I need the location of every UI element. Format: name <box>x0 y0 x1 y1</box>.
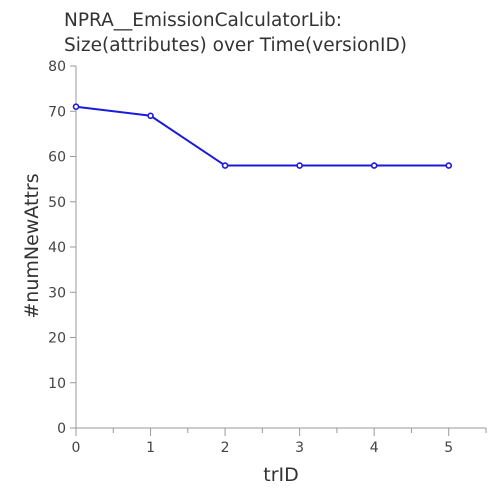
x-tick-label: 3 <box>295 440 304 456</box>
data-point <box>296 162 303 169</box>
y-tick-label: 10 <box>48 376 66 392</box>
y-tick-label: 60 <box>48 150 66 166</box>
data-point <box>72 103 80 111</box>
x-tick-label: 2 <box>221 440 230 456</box>
series-layer <box>72 103 453 169</box>
y-tick-label: 0 <box>57 421 66 437</box>
chart-title: NPRA__EmissionCalculatorLib: Size(attrib… <box>64 8 407 58</box>
y-tick-label: 50 <box>48 195 66 211</box>
x-tick-label: 0 <box>72 440 81 456</box>
data-point <box>221 162 229 169</box>
y-tick-label: 40 <box>48 240 66 256</box>
x-tick-label: 4 <box>370 440 379 456</box>
data-point <box>445 162 453 169</box>
series-line <box>75 105 449 167</box>
data-point <box>147 112 154 120</box>
y-tick-label: 30 <box>48 285 66 301</box>
y-axis-ticks: 0 10 20 30 40 50 60 70 80 <box>48 59 76 437</box>
x-tick-label: 1 <box>146 440 155 456</box>
x-axis-label: trID <box>263 464 299 486</box>
chart-title-line1: NPRA__EmissionCalculatorLib: <box>64 10 342 31</box>
axes <box>75 66 486 429</box>
x-tick-label: 5 <box>444 440 453 456</box>
y-tick-label: 80 <box>48 59 66 75</box>
data-point <box>370 162 378 169</box>
y-tick-label: 70 <box>48 104 66 120</box>
chart-title-line2: Size(attributes) over Time(versionID) <box>64 35 407 56</box>
x-axis-ticks: 0 1 2 3 4 5 <box>72 428 487 456</box>
y-tick-label: 20 <box>48 331 66 347</box>
y-axis-label: #numNewAttrs <box>21 173 43 318</box>
